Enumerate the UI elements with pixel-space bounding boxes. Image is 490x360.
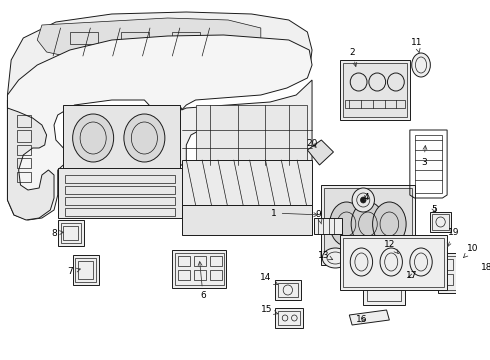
Bar — [17, 145, 31, 155]
Text: 17: 17 — [406, 271, 417, 280]
Bar — [441, 256, 470, 290]
Bar — [387, 250, 415, 278]
Bar — [344, 100, 405, 108]
Bar — [438, 253, 473, 293]
Text: 3: 3 — [421, 145, 427, 166]
Text: 9: 9 — [316, 210, 322, 224]
Bar — [430, 212, 451, 232]
Bar — [63, 105, 180, 170]
Bar — [326, 258, 412, 264]
Bar — [65, 208, 175, 216]
Polygon shape — [154, 80, 312, 174]
Bar — [314, 218, 342, 234]
Text: 6: 6 — [198, 262, 206, 301]
Bar — [275, 280, 301, 300]
Bar — [17, 158, 31, 168]
Ellipse shape — [351, 202, 385, 246]
Bar — [340, 60, 410, 120]
Bar — [194, 270, 206, 280]
Ellipse shape — [73, 114, 114, 162]
Bar — [63, 226, 78, 240]
Bar — [210, 256, 221, 266]
Bar — [17, 115, 31, 127]
Text: 12: 12 — [384, 239, 398, 253]
Bar — [172, 32, 200, 44]
Polygon shape — [307, 140, 334, 165]
Text: 5: 5 — [431, 204, 437, 213]
Ellipse shape — [372, 202, 406, 246]
Text: 14: 14 — [260, 274, 278, 285]
Bar — [196, 105, 307, 170]
Bar — [442, 274, 453, 285]
Text: 20: 20 — [306, 139, 318, 148]
Bar — [58, 220, 84, 246]
Text: 13: 13 — [318, 251, 333, 260]
Bar — [363, 265, 405, 305]
Bar — [73, 255, 99, 285]
Bar — [178, 256, 190, 266]
Polygon shape — [349, 310, 390, 325]
Bar — [340, 235, 447, 290]
Bar — [275, 308, 303, 328]
Bar — [343, 238, 444, 287]
Bar — [277, 283, 298, 297]
Ellipse shape — [361, 197, 366, 203]
Bar — [70, 32, 98, 44]
Text: 8: 8 — [51, 229, 63, 238]
Bar — [194, 256, 206, 266]
Bar — [17, 172, 31, 182]
Bar — [65, 186, 175, 194]
Text: 18: 18 — [481, 264, 490, 273]
Text: 11: 11 — [411, 37, 422, 53]
Polygon shape — [7, 100, 54, 220]
Text: 7: 7 — [67, 267, 80, 276]
Text: 4: 4 — [363, 193, 369, 202]
Bar — [442, 259, 453, 270]
Bar — [182, 160, 312, 205]
Bar — [172, 250, 226, 288]
Text: 10: 10 — [464, 243, 479, 257]
Bar — [75, 258, 96, 282]
Bar — [456, 259, 466, 270]
Ellipse shape — [412, 53, 430, 77]
Bar — [178, 270, 190, 280]
Bar — [321, 185, 415, 265]
Bar — [432, 214, 449, 230]
Text: 15: 15 — [261, 306, 278, 315]
Text: 16: 16 — [356, 315, 367, 324]
Bar — [121, 32, 149, 44]
Bar — [17, 130, 31, 142]
Ellipse shape — [322, 248, 348, 268]
Text: 19: 19 — [447, 228, 460, 247]
Polygon shape — [7, 12, 312, 95]
Polygon shape — [7, 35, 312, 220]
Bar — [78, 261, 93, 279]
Text: 2: 2 — [349, 48, 357, 67]
Ellipse shape — [124, 114, 165, 162]
Bar — [367, 269, 401, 301]
Ellipse shape — [330, 202, 363, 246]
Bar — [415, 135, 442, 193]
Polygon shape — [37, 18, 261, 60]
Bar — [277, 311, 300, 325]
Bar — [175, 253, 223, 285]
Bar — [210, 270, 221, 280]
Text: 1: 1 — [271, 208, 318, 217]
Bar — [390, 253, 412, 275]
Bar — [182, 205, 312, 235]
Bar — [65, 175, 175, 183]
Bar — [343, 63, 407, 117]
Bar — [61, 223, 81, 243]
Bar — [324, 188, 412, 262]
Bar — [58, 168, 182, 218]
Bar — [65, 197, 175, 205]
Bar — [456, 274, 466, 285]
Ellipse shape — [352, 188, 374, 212]
